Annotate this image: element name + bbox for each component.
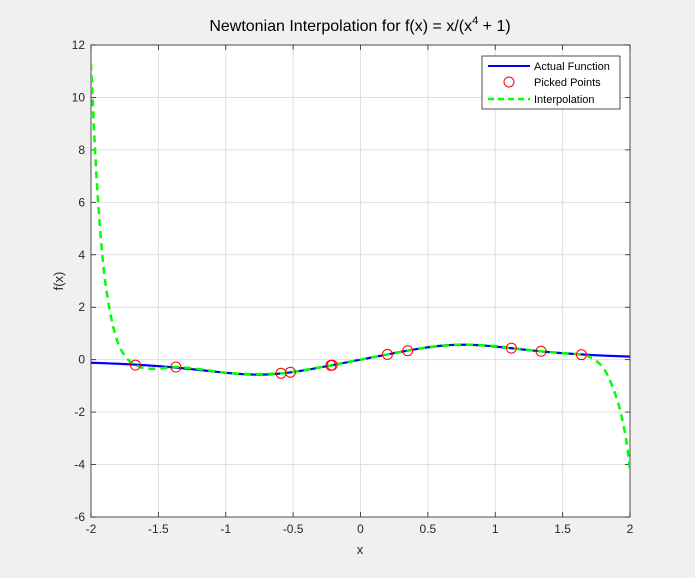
y-tick-label: 4	[78, 248, 85, 262]
series-layer	[91, 63, 630, 470]
picked-point	[170, 361, 182, 373]
legend: Actual Function Picked Points Interpolat…	[481, 55, 621, 110]
picked-point	[381, 348, 393, 360]
legend-label-actual-function: Actual Function	[534, 61, 610, 73]
legend-label-interpolation: Interpolation	[534, 94, 595, 106]
y-tick-label: 6	[78, 195, 85, 209]
picked-point	[129, 359, 141, 371]
x-tick-label: 2	[627, 522, 634, 536]
x-tick-label: -1	[220, 522, 231, 536]
legend-swatch-picked-points	[503, 76, 515, 88]
y-tick-label: -6	[74, 510, 85, 524]
legend-label-picked-points: Picked Points	[534, 77, 601, 89]
picked-point	[505, 342, 517, 354]
ticks	[90, 44, 631, 518]
y-axis-label: f(x)	[51, 272, 66, 291]
x-axis-label: x	[357, 542, 364, 557]
y-tick-labels: -6 -4 -2 0 2 4 6 8 10 12	[72, 38, 86, 524]
y-tick-label: 0	[78, 353, 85, 367]
x-tick-labels: -2 -1.5 -1 -0.5 0 0.5 1 1.5 2	[86, 522, 634, 536]
x-tick-label: 0	[357, 522, 364, 536]
series-interpolation	[91, 63, 630, 470]
x-tick-label: -0.5	[283, 522, 304, 536]
x-tick-label: -2	[86, 522, 97, 536]
picked-point	[535, 345, 547, 357]
picked-point	[402, 345, 414, 357]
x-tick-label: -1.5	[148, 522, 169, 536]
x-tick-label: 0.5	[420, 522, 437, 536]
y-tick-label: 12	[72, 38, 86, 52]
picked-point	[575, 349, 587, 361]
y-tick-label: 8	[78, 143, 85, 157]
chart-title: Newtonian Interpolation for f(x) = x/(x4…	[209, 15, 510, 35]
x-tick-label: 1.5	[554, 522, 571, 536]
picked-point	[326, 359, 338, 371]
y-tick-label: -2	[74, 405, 85, 419]
picked-point	[284, 366, 296, 378]
y-tick-label: 2	[78, 300, 85, 314]
y-tick-label: -4	[74, 458, 85, 472]
y-tick-label: 10	[72, 90, 86, 104]
x-tick-label: 1	[492, 522, 499, 536]
legend-box	[481, 55, 621, 110]
